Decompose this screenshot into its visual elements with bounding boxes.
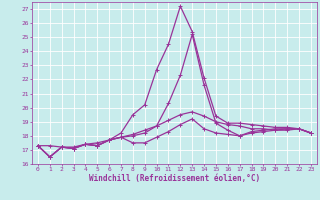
- X-axis label: Windchill (Refroidissement éolien,°C): Windchill (Refroidissement éolien,°C): [89, 174, 260, 183]
